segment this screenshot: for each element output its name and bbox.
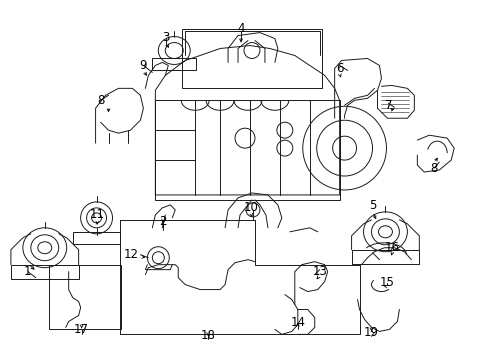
Text: 7: 7 <box>384 99 391 112</box>
Text: 16: 16 <box>384 241 399 254</box>
Text: 9: 9 <box>140 59 147 72</box>
Text: 3: 3 <box>163 31 170 44</box>
Bar <box>152 58 196 71</box>
Text: 15: 15 <box>379 276 394 289</box>
Text: 14: 14 <box>290 316 305 329</box>
Text: 1: 1 <box>24 265 32 278</box>
Bar <box>182 28 321 88</box>
Text: 12: 12 <box>123 248 139 261</box>
Text: 5: 5 <box>368 199 375 212</box>
Text: 6: 6 <box>335 62 343 75</box>
Bar <box>351 250 419 264</box>
Text: 10: 10 <box>243 201 258 215</box>
Text: 19: 19 <box>363 326 378 339</box>
Text: 4: 4 <box>237 22 244 35</box>
Text: 2: 2 <box>159 215 167 228</box>
Text: 8: 8 <box>430 162 437 175</box>
Text: 17: 17 <box>74 323 89 336</box>
Text: 13: 13 <box>312 265 326 278</box>
Text: 8: 8 <box>97 94 104 107</box>
Text: 18: 18 <box>200 329 215 342</box>
Bar <box>49 265 121 329</box>
Text: 11: 11 <box>90 208 105 221</box>
Bar <box>155 100 339 200</box>
Bar <box>73 232 120 244</box>
Bar <box>11 265 79 279</box>
